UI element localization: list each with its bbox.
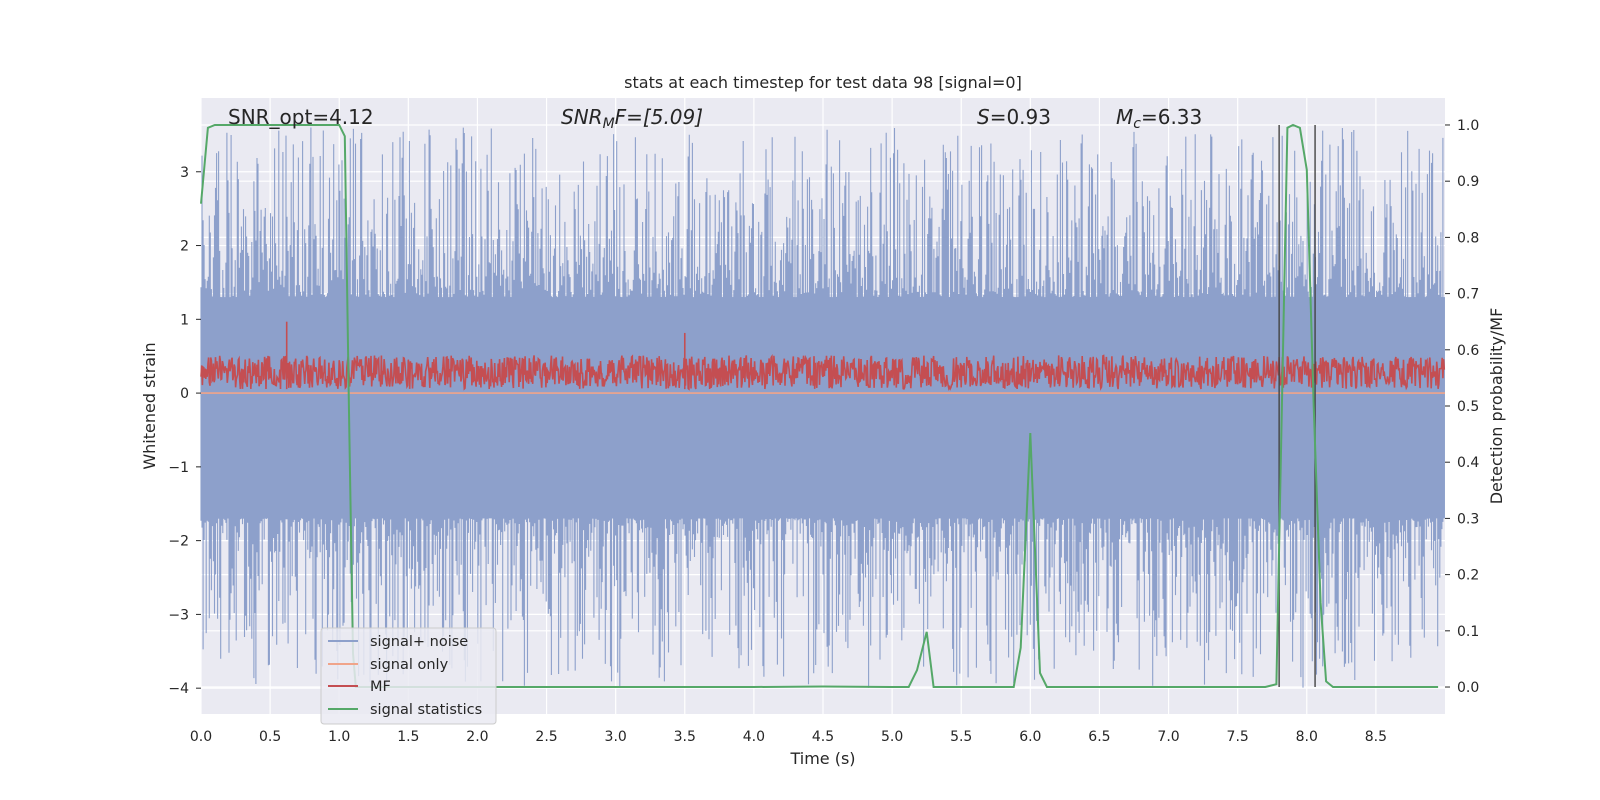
y-tick-label: −2	[168, 534, 189, 550]
legend-box	[320, 627, 497, 725]
y-tick-label: 0	[180, 386, 189, 402]
annotation-mc-sub: c	[1133, 116, 1141, 132]
y-tick-label: 3	[180, 165, 189, 181]
y2-axis-label: Detection probability/MF	[1487, 308, 1506, 505]
annotation-mc-main: M	[1116, 105, 1133, 129]
x-tick-label: 8.5	[1365, 729, 1387, 745]
y2-tick-label: 1.0	[1457, 118, 1479, 134]
x-tick-label: 1.5	[397, 729, 419, 745]
x-axis-ticks: 0.0 0.5 1.0 1.5 2.0 2.5 3.0 3.5 4.0 4.5 5.0 5.5 6.0 6…	[190, 729, 1387, 745]
y-tick-label: −1	[168, 460, 189, 476]
x-tick-label: 3.0	[605, 729, 627, 745]
y-tick-label: 2	[180, 239, 189, 255]
annotation-s-value: S=0.93	[977, 105, 1051, 129]
legend-label-mf: MF	[370, 679, 391, 695]
noise-spikes	[200, 127, 1445, 688]
mf-trace	[200, 354, 1446, 392]
x-tick-label: 2.5	[535, 729, 557, 745]
x-tick-label: 8.0	[1296, 729, 1318, 745]
y-tick-label: −4	[168, 681, 189, 697]
x-axis-label: Time (s)	[789, 749, 855, 768]
legend-label-signal-only: signal only	[370, 657, 449, 673]
annotation-s-rest: =0.93	[990, 105, 1051, 129]
y2-tick-label: 0.0	[1457, 680, 1479, 696]
x-tick-label: 6.0	[1019, 729, 1041, 745]
x-tick-label: 0.0	[190, 729, 212, 745]
y2-tick-label: 0.2	[1457, 568, 1479, 584]
x-tick-label: 4.5	[812, 729, 834, 745]
x-tick-label: 0.5	[259, 729, 281, 745]
x-tick-label: 2.0	[466, 729, 488, 745]
x-tick-label: 5.5	[950, 729, 972, 745]
x-tick-label: 5.0	[881, 729, 903, 745]
series-signal-noise	[200, 127, 1445, 688]
series-signal-statistics	[200, 123, 1439, 688]
y-axis-ticks: 3 2 1 0 −1 −2 −3 −4	[168, 165, 201, 697]
chart-title: stats at each timestep for test data 98 …	[624, 73, 1022, 92]
y-tick-label: −3	[168, 607, 189, 623]
y2-tick-label: 0.8	[1457, 230, 1479, 246]
y2-tick-label: 0.7	[1457, 287, 1479, 303]
series-mf	[200, 321, 1446, 392]
y2-tick-label: 0.4	[1457, 455, 1479, 471]
x-tick-label: 3.5	[674, 729, 696, 745]
annotation-snr-opt: SNR_opt=4.12	[228, 105, 374, 129]
y2-tick-label: 0.6	[1457, 343, 1479, 359]
y2-tick-label: 0.1	[1457, 624, 1479, 640]
y2-tick-label: 0.3	[1457, 511, 1479, 527]
legend-label-signal-statistics: signal statistics	[370, 702, 482, 718]
x-tick-label: 7.0	[1157, 729, 1179, 745]
legend: signal+ noise signal only MF signal stat…	[320, 627, 497, 725]
y2-tick-label: 0.9	[1457, 174, 1479, 190]
annotation-snr-mf-main: SNR	[561, 105, 603, 129]
y-axis-label: Whitened strain	[140, 342, 159, 469]
x-tick-label: 7.5	[1227, 729, 1249, 745]
x-tick-label: 6.5	[1088, 729, 1110, 745]
annotation-snr-mf-sub: M	[603, 116, 615, 132]
annotation-snr-mf: SNRMF=[5.09]	[561, 105, 703, 132]
legend-label-signal-noise: signal+ noise	[370, 634, 468, 650]
y2-axis-ticks: 1.0 0.9 0.8 0.7 0.6 0.5 0.4 0.3 0.2 0.1 0.0	[1445, 118, 1479, 696]
y2-tick-label: 0.5	[1457, 399, 1479, 415]
annotation-mc-value: Mc=6.33	[1116, 105, 1202, 132]
annotation-s-main: S	[977, 105, 990, 129]
y-tick-label: 1	[180, 312, 189, 328]
x-tick-label: 4.0	[743, 729, 765, 745]
annotation-mc-rest: =6.33	[1141, 105, 1202, 129]
x-tick-label: 1.0	[328, 729, 350, 745]
annotation-snr-mf-rest: F=[5.09]	[615, 105, 703, 129]
